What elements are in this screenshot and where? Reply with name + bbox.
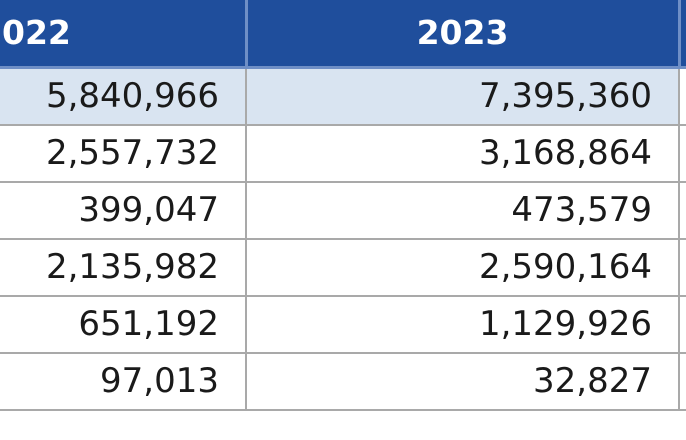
column-header-edge: [679, 0, 686, 69]
table-cell-2022[interactable]: 5,840,966: [0, 67, 247, 126]
table-cell-2022[interactable]: 97,013: [0, 353, 247, 411]
table-cell-edge: [679, 353, 686, 411]
table-cell-edge: [679, 182, 686, 240]
table-cell-2022[interactable]: 2,135,982: [0, 239, 247, 297]
table-cell-2023[interactable]: 7,395,360: [246, 67, 680, 126]
table-cell-2023[interactable]: 3,168,864: [246, 125, 680, 183]
table-row[interactable]: 5,840,966 7,395,360: [0, 67, 686, 126]
header-row: 022 2023: [0, 0, 686, 69]
table-cell-2022[interactable]: 399,047: [0, 182, 247, 240]
data-table: 022 2023 5,840,966 7,395,360 2,557,732 3…: [0, 0, 686, 411]
table-cell-edge: [679, 239, 686, 297]
table-cell-2022[interactable]: 651,192: [0, 296, 247, 354]
table-cell-edge: [679, 296, 686, 354]
table-cell-edge: [679, 125, 686, 183]
table-cell-edge: [679, 67, 686, 126]
column-header-2022[interactable]: 022: [0, 0, 248, 69]
table-cell-2023[interactable]: 32,827: [246, 353, 680, 411]
table-row[interactable]: 2,557,732 3,168,864: [0, 125, 686, 183]
column-header-2023[interactable]: 2023: [246, 0, 681, 69]
table-cell-2022[interactable]: 2,557,732: [0, 125, 247, 183]
table-cell-2023[interactable]: 473,579: [246, 182, 680, 240]
table-row[interactable]: 2,135,982 2,590,164: [0, 239, 686, 297]
table-row[interactable]: 399,047 473,579: [0, 182, 686, 240]
table-cell-2023[interactable]: 2,590,164: [246, 239, 680, 297]
table-row[interactable]: 651,192 1,129,926: [0, 296, 686, 354]
table-row[interactable]: 97,013 32,827: [0, 353, 686, 411]
table-cell-2023[interactable]: 1,129,926: [246, 296, 680, 354]
